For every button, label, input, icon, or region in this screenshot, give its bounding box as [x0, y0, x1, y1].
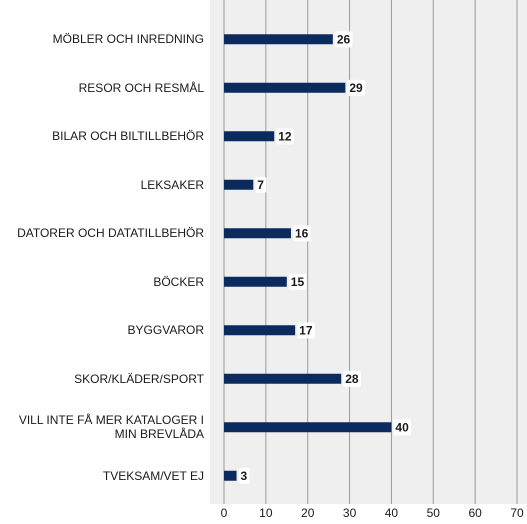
bar: [224, 228, 291, 239]
y-tick-label: LEKSAKER: [140, 177, 204, 192]
y-tick-label: RESOR OCH RESMÅL: [78, 80, 204, 95]
bar: [224, 131, 275, 142]
y-tick-label: BYGGVAROR: [127, 323, 204, 338]
bar: [224, 470, 237, 481]
x-tick-label: 0: [221, 506, 228, 520]
bar: [224, 325, 296, 336]
value-label: 16: [295, 226, 309, 240]
bar: [224, 373, 342, 384]
value-label-background: [238, 467, 250, 484]
x-tick-label: 70: [510, 506, 524, 520]
value-label-background: [297, 322, 315, 339]
x-tick-label: 10: [259, 506, 273, 520]
x-tick-label: 50: [427, 506, 441, 520]
value-label: 7: [257, 178, 264, 192]
value-label-background: [255, 176, 267, 193]
value-label-background: [334, 31, 353, 48]
value-label-background: [292, 225, 311, 242]
x-tick-label: 40: [385, 506, 399, 520]
value-label: 3: [241, 469, 248, 483]
y-tick-label: BÖCKER: [153, 274, 204, 289]
bar: [224, 82, 346, 93]
value-label-background: [393, 419, 412, 436]
x-tick-label: 60: [468, 506, 482, 520]
y-tick-label: SKOR/KLÄDER/SPORT: [74, 371, 204, 386]
value-label-background: [347, 79, 366, 96]
bar: [224, 276, 287, 287]
x-tick-label: 30: [343, 506, 357, 520]
value-label-background: [288, 273, 307, 290]
bar: [224, 34, 333, 45]
y-tick-label: DATORER OCH DATATILLBEHÖR: [17, 226, 204, 241]
value-label: 26: [337, 32, 351, 46]
y-tick-label: BILAR OCH BILTILLBEHÖR: [52, 129, 204, 144]
value-label-background: [343, 370, 361, 387]
y-tick-label: MÖBLER OCH INREDNING: [52, 32, 204, 47]
value-label: 15: [291, 275, 305, 289]
value-label: 40: [395, 420, 409, 434]
value-label: 12: [278, 129, 292, 143]
value-label: 17: [299, 323, 313, 337]
value-label: 29: [349, 81, 363, 95]
bar: [224, 422, 392, 433]
y-tick-label: VILL INTE FÅ MER KATALOGER I MIN BREVLÅD…: [18, 413, 204, 442]
y-tick-label: TVEKSAM/VET EJ: [102, 468, 204, 483]
x-tick-label: 20: [301, 506, 315, 520]
bar: [224, 179, 254, 190]
value-label-background: [276, 128, 294, 145]
value-label: 28: [345, 372, 359, 386]
